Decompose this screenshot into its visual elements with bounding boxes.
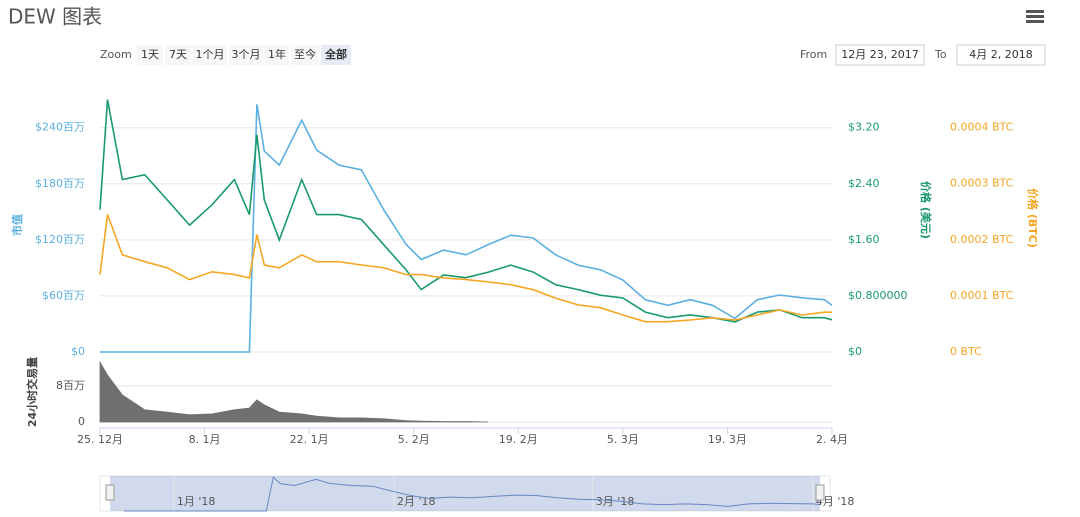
zoom-buttons: 1天 7天 1个月 3个月 1年 至今 全部 [137, 45, 351, 65]
navigator-line [124, 476, 821, 512]
x-tick-label: 19. 2月 [499, 433, 538, 446]
axis-title: 价格 (美元) [919, 181, 933, 239]
zoom-button[interactable] [229, 45, 263, 65]
from-label: From [800, 48, 827, 61]
zoom-button-label: 1个月 [196, 48, 225, 61]
zoom-button[interactable] [165, 45, 191, 65]
navigator-label: 1月 '18 [177, 495, 216, 508]
y-tick-label: 0 [78, 415, 85, 428]
series-line [99, 99, 833, 323]
zoom-button[interactable] [137, 45, 163, 65]
series-line [99, 214, 832, 323]
volume-area [99, 360, 489, 423]
to-value: 4月 2, 2018 [969, 48, 1032, 61]
from-value: 12月 23, 2017 [841, 48, 918, 61]
y-tick-label: 0.0003 BTC [950, 177, 1014, 190]
x-tick-label: 19. 3月 [708, 433, 747, 446]
zoom-button-label: 全部 [324, 47, 347, 61]
menu-button[interactable] [1026, 10, 1044, 23]
y-tick-label: $3.20 [848, 121, 880, 134]
navigator-handle[interactable] [815, 484, 825, 501]
zoom-button[interactable] [291, 45, 319, 65]
y-tick-label: 8百万 [56, 379, 85, 392]
chart-title: DEW 图表 [8, 5, 102, 29]
y-tick-label: $0 [71, 345, 85, 358]
zoom-button-label: 3个月 [232, 48, 261, 61]
y-tick-label: $60百万 [42, 289, 85, 302]
navigator-label: 4月 '18 [816, 495, 855, 508]
y-tick-label: $2.40 [848, 177, 880, 190]
y-tick-label: 0.0004 BTC [950, 121, 1014, 134]
axis-title: 市值 [10, 214, 24, 236]
zoom-button[interactable] [321, 45, 351, 65]
y-tick-label: 0.0001 BTC [950, 289, 1014, 302]
y-tick-label: $180百万 [35, 177, 85, 190]
x-tick-label: 5. 2月 [398, 433, 430, 446]
navigator-mask [110, 476, 820, 511]
x-tick-label: 22. 1月 [290, 433, 329, 446]
y-tick-label: 0.0002 BTC [950, 233, 1014, 246]
y-tick-label: $120百万 [35, 233, 85, 246]
x-tick-label: 25. 12月 [77, 433, 123, 446]
series-line [100, 104, 833, 353]
y-tick-label: $0.800000 [848, 289, 908, 302]
zoom-button-label: 1天 [141, 48, 159, 61]
zoom-button[interactable] [265, 45, 289, 65]
y-tick-label: 0 BTC [950, 345, 982, 358]
y-tick-label: $0 [848, 345, 862, 358]
navigator-handle[interactable] [105, 484, 115, 501]
zoom-button-label: 7天 [169, 48, 187, 61]
y-tick-label: $240百万 [35, 121, 85, 134]
zoom-label: Zoom [100, 48, 132, 61]
to-label: To [934, 48, 947, 61]
zoom-button-label: 至今 [294, 47, 316, 61]
navigator-label: 3月 '18 [596, 495, 635, 508]
zoom-button[interactable] [193, 45, 227, 65]
axis-title: 价格 (BTC) [1026, 188, 1040, 248]
x-tick-label: 5. 3月 [607, 433, 639, 446]
x-tick-label: 8. 1月 [189, 433, 221, 446]
zoom-button-label: 1年 [268, 47, 286, 61]
from-input[interactable] [835, 44, 925, 66]
to-input[interactable] [956, 44, 1046, 66]
y-tick-label: $1.60 [848, 233, 880, 246]
x-tick-label: 2. 4月 [816, 433, 848, 446]
axis-title: 24小时交易量 [25, 357, 39, 427]
